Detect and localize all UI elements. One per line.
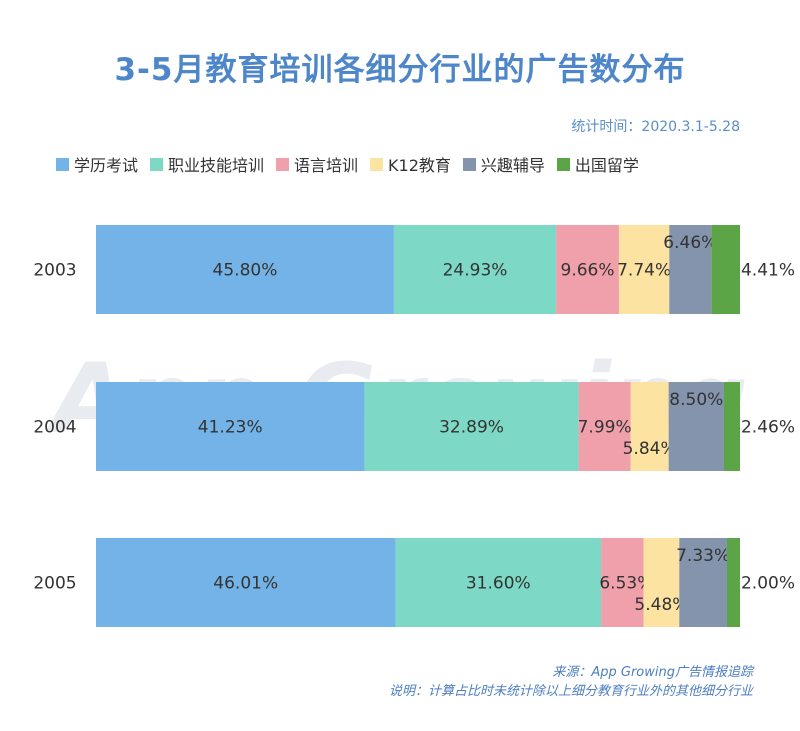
bar-segment [726, 538, 740, 627]
legend-label: 出国留学 [574, 156, 639, 175]
legend-swatch [276, 157, 290, 171]
legend-label: 兴趣辅导 [480, 156, 545, 175]
legend-item: K12教育 [370, 152, 451, 176]
legend-item: 职业技能培训 [150, 152, 264, 176]
legend-item: 语言培训 [276, 152, 358, 176]
legend-label: 学历考试 [74, 156, 139, 175]
legend-swatch [556, 157, 570, 171]
legend-swatch [370, 157, 384, 171]
data-label: 9.66% [561, 261, 615, 281]
bar-segment [723, 382, 740, 471]
data-label: 8.50% [669, 390, 723, 410]
bar-segment [643, 538, 680, 627]
bar-segment [393, 225, 557, 314]
data-label: 6.53% [599, 574, 653, 594]
legend-label: K12教育 [388, 156, 451, 175]
category-label: 2003 [33, 261, 76, 281]
data-label: 7.99% [578, 418, 632, 438]
bar-segment [711, 225, 740, 314]
footer: 来源：App Growing广告情报追踪 说明：计算占比时未统计除以上细分教育行… [389, 663, 753, 701]
bar-segment [96, 538, 396, 627]
chart-title: 3-5月教育培训各细分行业的广告数分布 [114, 52, 686, 88]
data-label: 2.00% [741, 574, 795, 594]
bar-segment [668, 382, 724, 471]
bar-segment [395, 538, 602, 627]
bar-segment [96, 382, 365, 471]
bar-segment [669, 225, 712, 314]
legend-item: 兴趣辅导 [462, 152, 545, 176]
legend-swatch [462, 157, 476, 171]
bar-segment [578, 382, 631, 471]
data-label: 5.48% [634, 595, 688, 615]
data-label: 4.41% [741, 261, 795, 281]
bar-segment [96, 225, 394, 314]
data-label: 41.23% [198, 418, 263, 438]
legend-item: 学历考试 [56, 152, 138, 176]
explanation-note: 说明：计算占比时未统计除以上细分教育行业外的其他细分行业 [388, 684, 753, 699]
legend-label: 语言培训 [294, 156, 359, 175]
data-label: 6.46% [663, 233, 717, 253]
data-label: 7.33% [676, 546, 730, 566]
bar-segment [364, 382, 579, 471]
bar-segment [618, 225, 670, 314]
legend-item: 出国留学 [556, 152, 639, 176]
data-label: 24.93% [443, 261, 508, 281]
category-label: 2005 [33, 574, 76, 594]
legend-swatch [56, 157, 69, 171]
bar-segment [630, 382, 669, 471]
data-label: 31.60% [466, 574, 531, 594]
source-note: 来源：App Growing广告情报追踪 [552, 665, 753, 680]
bar-segment [679, 538, 727, 627]
bar-segment [601, 538, 644, 627]
data-label: 46.01% [213, 574, 278, 594]
data-label: 7.74% [617, 261, 671, 281]
data-label: 5.84% [623, 439, 677, 459]
bar-segment [556, 225, 619, 314]
data-label: 2.46% [741, 418, 795, 438]
legend: 学历考试 职业技能培训 语言培训 K12教育 兴趣辅导 出国留学 [56, 152, 756, 176]
data-label: 45.80% [213, 261, 278, 281]
data-label: 32.89% [439, 418, 504, 438]
legend-swatch [150, 157, 164, 171]
category-label: 2004 [33, 418, 76, 438]
legend-label: 职业技能培训 [168, 156, 265, 175]
stat-period: 统计时间：2020.3.1-5.28 [571, 119, 740, 135]
